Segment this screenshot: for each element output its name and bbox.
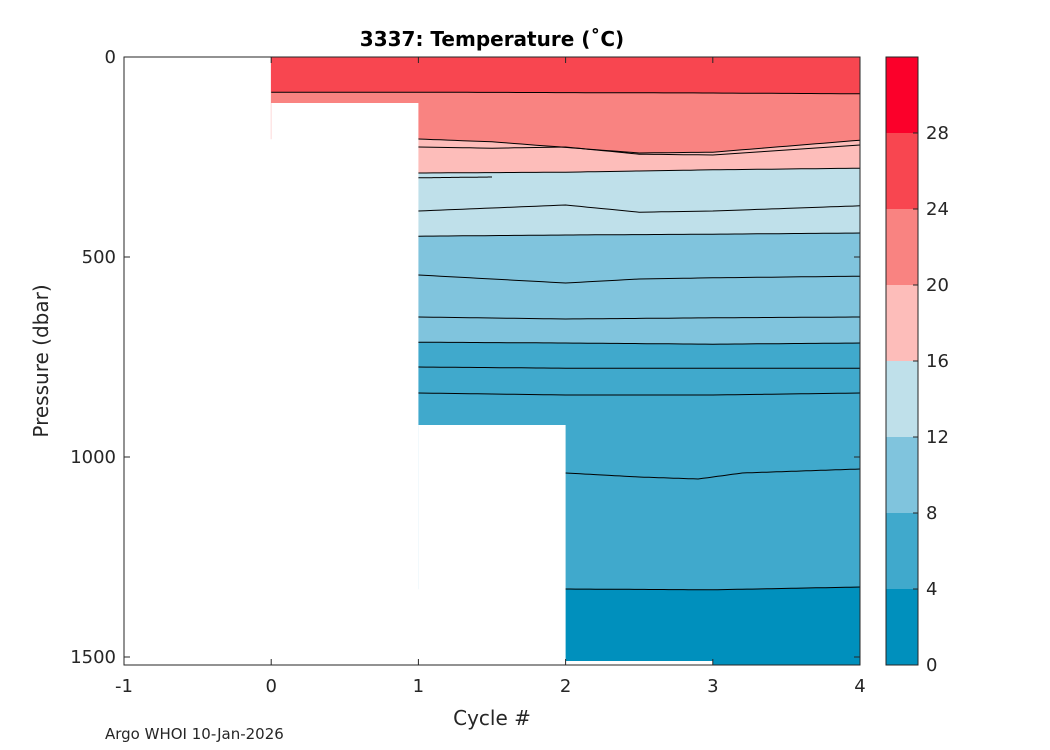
contour-line — [565, 586, 861, 591]
no-data-region — [418, 425, 566, 665]
colorbar-swatch-12 — [886, 361, 918, 437]
x-tick-label: 0 — [265, 676, 276, 697]
colorbar-tick-label: 24 — [926, 199, 949, 220]
colorbar-tick-label: 20 — [926, 275, 949, 296]
colorbar: 0 4 8 12 16 20 24 28 — [885, 56, 949, 676]
colorbar-swatch-16 — [886, 285, 918, 361]
no-data-region — [271, 103, 419, 665]
colorbar-tick-label: 12 — [926, 427, 949, 448]
colorbar-swatch-24 — [886, 133, 918, 209]
x-tick-label: 4 — [854, 676, 865, 697]
x-axis-label: Cycle # — [453, 706, 531, 730]
temperature-band-12-16 — [418, 167, 861, 237]
contour-line — [418, 138, 861, 154]
colorbar-swatch-28 — [886, 57, 918, 133]
contour-line — [418, 232, 861, 237]
x-axis-ticks: -1 0 1 2 3 4 — [115, 57, 866, 697]
temperature-band-8-12 — [418, 232, 861, 345]
x-tick-label: 2 — [560, 676, 571, 697]
colorbar-tick-label: 16 — [926, 351, 949, 372]
contour-line — [418, 366, 860, 369]
contour-line — [418, 316, 860, 320]
y-tick-label: 1000 — [70, 447, 116, 468]
colorbar-tick-label: 4 — [926, 579, 937, 600]
no-data-region — [565, 661, 713, 665]
plot-frame — [123, 56, 861, 666]
x-tick-label: -1 — [115, 676, 133, 697]
x-tick-label: 3 — [707, 676, 718, 697]
contour-line — [418, 392, 861, 396]
colorbar-swatch-0 — [886, 589, 918, 665]
contour-line — [418, 274, 861, 284]
contour-line — [418, 341, 861, 345]
y-tick-label: 1500 — [70, 647, 116, 668]
contour-line — [418, 144, 861, 156]
contour-line — [271, 91, 861, 95]
contour-lines — [271, 91, 861, 591]
colorbar-swatch-4 — [886, 513, 918, 589]
y-axis-label: Pressure (dbar) — [29, 284, 53, 437]
y-axis-ticks: 0 500 1000 1500 — [70, 47, 860, 668]
colorbar-tick-label: 8 — [926, 503, 937, 524]
x-tick-label: 1 — [413, 676, 424, 697]
y-tick-label: 500 — [82, 247, 116, 268]
chart-title: 3337: Temperature (˚C) — [360, 27, 624, 51]
contour-line — [418, 176, 492, 179]
y-tick-label: 0 — [105, 47, 116, 68]
colorbar-tick-label: 0 — [926, 655, 937, 676]
colorbar-tick-label: 28 — [926, 123, 949, 144]
contour-line — [418, 167, 861, 174]
contour-line — [565, 468, 861, 480]
missing-data-mask — [271, 103, 713, 665]
footer-note: Argo WHOI 10-Jan-2026 — [105, 725, 284, 743]
contour-line — [418, 204, 861, 213]
colorbar-swatch-8 — [886, 437, 918, 513]
colorbar-swatch-20 — [886, 209, 918, 285]
temperature-band-0-4 — [565, 586, 861, 666]
